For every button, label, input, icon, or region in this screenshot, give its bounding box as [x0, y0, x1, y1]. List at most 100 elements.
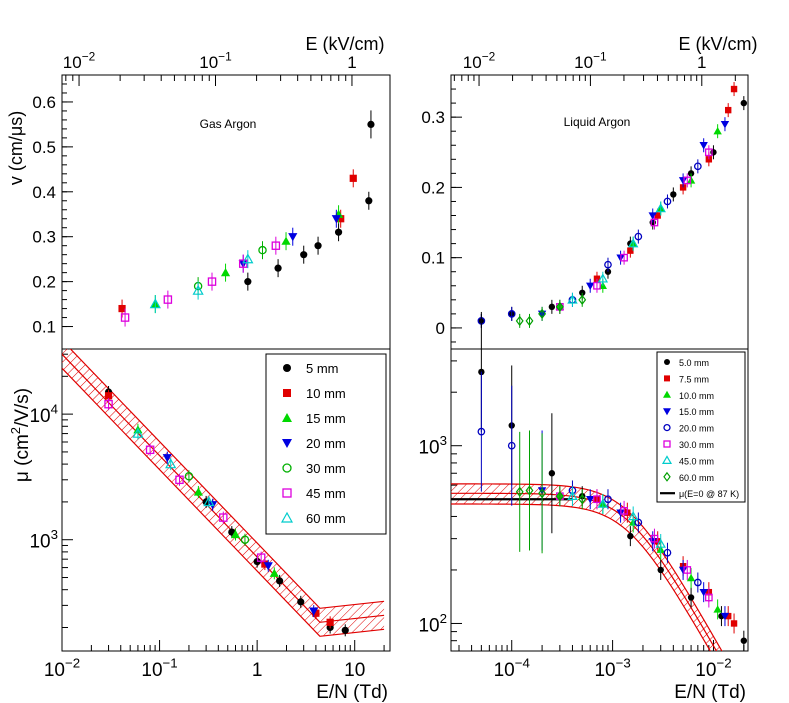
- data-point: [271, 241, 281, 250]
- data-point: [192, 284, 204, 295]
- legend-marker: [663, 408, 671, 416]
- y-tick-label: 0.1: [32, 318, 56, 337]
- data-point: [687, 170, 695, 177]
- data-point: [281, 236, 291, 245]
- data-point: [309, 607, 319, 616]
- data-point: [730, 85, 738, 93]
- legend-label: 10.0 mm: [679, 391, 714, 401]
- data-point: [220, 268, 231, 277]
- legend-marker: [282, 488, 292, 498]
- data-point: [314, 242, 322, 250]
- data-point: [300, 251, 308, 259]
- legend-marker: [661, 455, 673, 464]
- data-point: [207, 277, 217, 286]
- legend-label: 20.0 mm: [679, 424, 714, 434]
- legend-marker: [282, 439, 292, 448]
- band-fill: [451, 483, 722, 651]
- data-point: [326, 618, 334, 626]
- data-point: [219, 513, 228, 522]
- legend-label: 10 mm: [306, 386, 346, 401]
- gas-velocity-panel: 10−2 10−1 1E (kV/cm) 0.1 0.2 0.3 0.4 0.5 0.6 v (c…: [6, 34, 391, 350]
- data-point: [256, 553, 266, 562]
- data-point: [725, 612, 732, 620]
- data-point: [704, 593, 713, 602]
- data-point: [288, 233, 298, 242]
- y-tick-label: 0.2: [421, 178, 445, 197]
- data-point: [663, 548, 672, 557]
- data-point: [525, 485, 534, 496]
- data-point: [240, 535, 250, 544]
- data-point: [679, 184, 687, 191]
- legend-label: 45.0 mm: [679, 456, 714, 466]
- data-point: [705, 156, 713, 163]
- data-point: [627, 532, 634, 540]
- data-point: [593, 275, 601, 282]
- y-tick-label: 0.5: [32, 138, 56, 157]
- data-point: [597, 273, 609, 283]
- data-point: [515, 315, 524, 327]
- x-tick-label: 10: [344, 660, 365, 681]
- legend-label: 15 mm: [306, 411, 346, 426]
- top-x-tick-label: 1: [697, 53, 706, 72]
- data-point: [740, 637, 748, 644]
- data-point: [713, 605, 722, 613]
- liquid-mobility-panel: 10−4 10−3 10−2 102 103 E/N (Td) 5.0 mm 7.5 mm 10…: [418, 311, 749, 703]
- data-point: [555, 491, 564, 502]
- data-point: [578, 494, 587, 505]
- legend-marker: [282, 463, 292, 473]
- gas-mobility-panel: 10−2 10−1 1 10 103 104 E/N (Td) μ (cm2/V/s) 5 mm…: [8, 348, 391, 703]
- data-point: [507, 310, 516, 318]
- data-point: [244, 278, 252, 286]
- legend: 5.0 mm 7.5 mm 10.0 mm 15.0 mm 20.0 mm 30.0 mm…: [656, 351, 746, 503]
- legend-marker: [663, 390, 671, 398]
- data-point: [507, 441, 516, 450]
- top-x-tick-label: 10−1: [574, 49, 607, 72]
- data-point: [162, 454, 172, 463]
- data-point: [699, 588, 708, 597]
- data-point: [238, 259, 248, 268]
- data-point: [725, 106, 732, 114]
- legend-marker: [283, 389, 291, 397]
- data-point: [525, 315, 534, 327]
- data-point: [203, 496, 215, 507]
- data-point: [586, 282, 595, 290]
- data-point: [163, 295, 173, 304]
- legend-marker: [283, 364, 291, 372]
- data-point: [341, 626, 349, 634]
- data-point: [538, 488, 547, 499]
- data-point: [730, 620, 738, 627]
- liquid-velocity-panel: 10−2 10−1 1E (kV/cm) 0 0.1 0.2 0.3 Liquid Argon: [421, 34, 758, 350]
- x-tick-label: 1: [252, 660, 263, 681]
- legend-marker: [663, 423, 671, 432]
- data-point: [683, 566, 692, 574]
- top-x-tick-label: 10−2: [463, 49, 496, 72]
- legend-marker: [282, 413, 292, 422]
- data-point: [627, 238, 639, 248]
- data-point: [657, 566, 664, 574]
- data-point: [655, 203, 666, 213]
- data-point: [297, 598, 305, 606]
- data-point: [663, 197, 672, 206]
- y-axis-label: v (cm/μs): [6, 111, 26, 185]
- data-point: [276, 577, 284, 585]
- data-point: [687, 594, 695, 601]
- data-point: [597, 498, 609, 508]
- legend-marker: [664, 359, 670, 365]
- data-point: [693, 162, 702, 171]
- top-x-tick-label: 10−2: [63, 49, 96, 72]
- data-point: [604, 260, 612, 269]
- legend-label: 45 mm: [306, 486, 346, 501]
- data-point: [686, 573, 696, 582]
- band-fill: [62, 349, 385, 637]
- legend-label: 30.0 mm: [679, 440, 714, 450]
- data-point: [699, 142, 708, 150]
- data-point: [538, 308, 547, 320]
- top-x-tick-label: 1: [347, 53, 356, 72]
- y-tick-label: 102: [418, 611, 447, 637]
- data-point: [627, 511, 639, 521]
- data-point: [567, 294, 578, 304]
- y-tick-label: 0.1: [421, 249, 445, 268]
- data-point: [620, 507, 628, 515]
- legend: 5 mm 10 mm 15 mm 20 mm 30 mm 45 mm 60 mm: [265, 353, 387, 535]
